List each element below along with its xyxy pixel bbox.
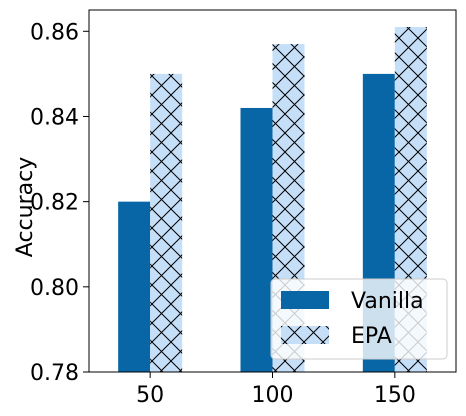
legend: Vanilla EPA [270,278,448,360]
x-tick-label-150: 150 [374,383,416,408]
y-tick-label-0.80: 0.80 [30,276,79,301]
legend-label-vanilla: Vanilla [351,289,424,314]
y-axis-label: Accuracy [13,157,38,257]
y-tick-label-0.82: 0.82 [30,191,79,216]
x-tick-label-50: 50 [136,383,164,408]
bar-epa-50 [150,73,183,372]
legend-swatch-vanilla [281,291,329,309]
y-axis: 0.78 0.80 0.82 0.84 0.86 [30,20,89,386]
legend-label-epa: EPA [351,324,392,349]
bar-vanilla-100 [240,107,273,372]
x-tick-label-100: 100 [252,383,294,408]
y-tick-label-0.78: 0.78 [30,361,79,386]
legend-swatch-epa [281,326,329,344]
x-axis: 50 100 150 [136,372,416,408]
bar-vanilla-50 [118,201,151,372]
y-tick-label-0.86: 0.86 [30,20,79,45]
y-tick-label-0.84: 0.84 [30,105,79,130]
